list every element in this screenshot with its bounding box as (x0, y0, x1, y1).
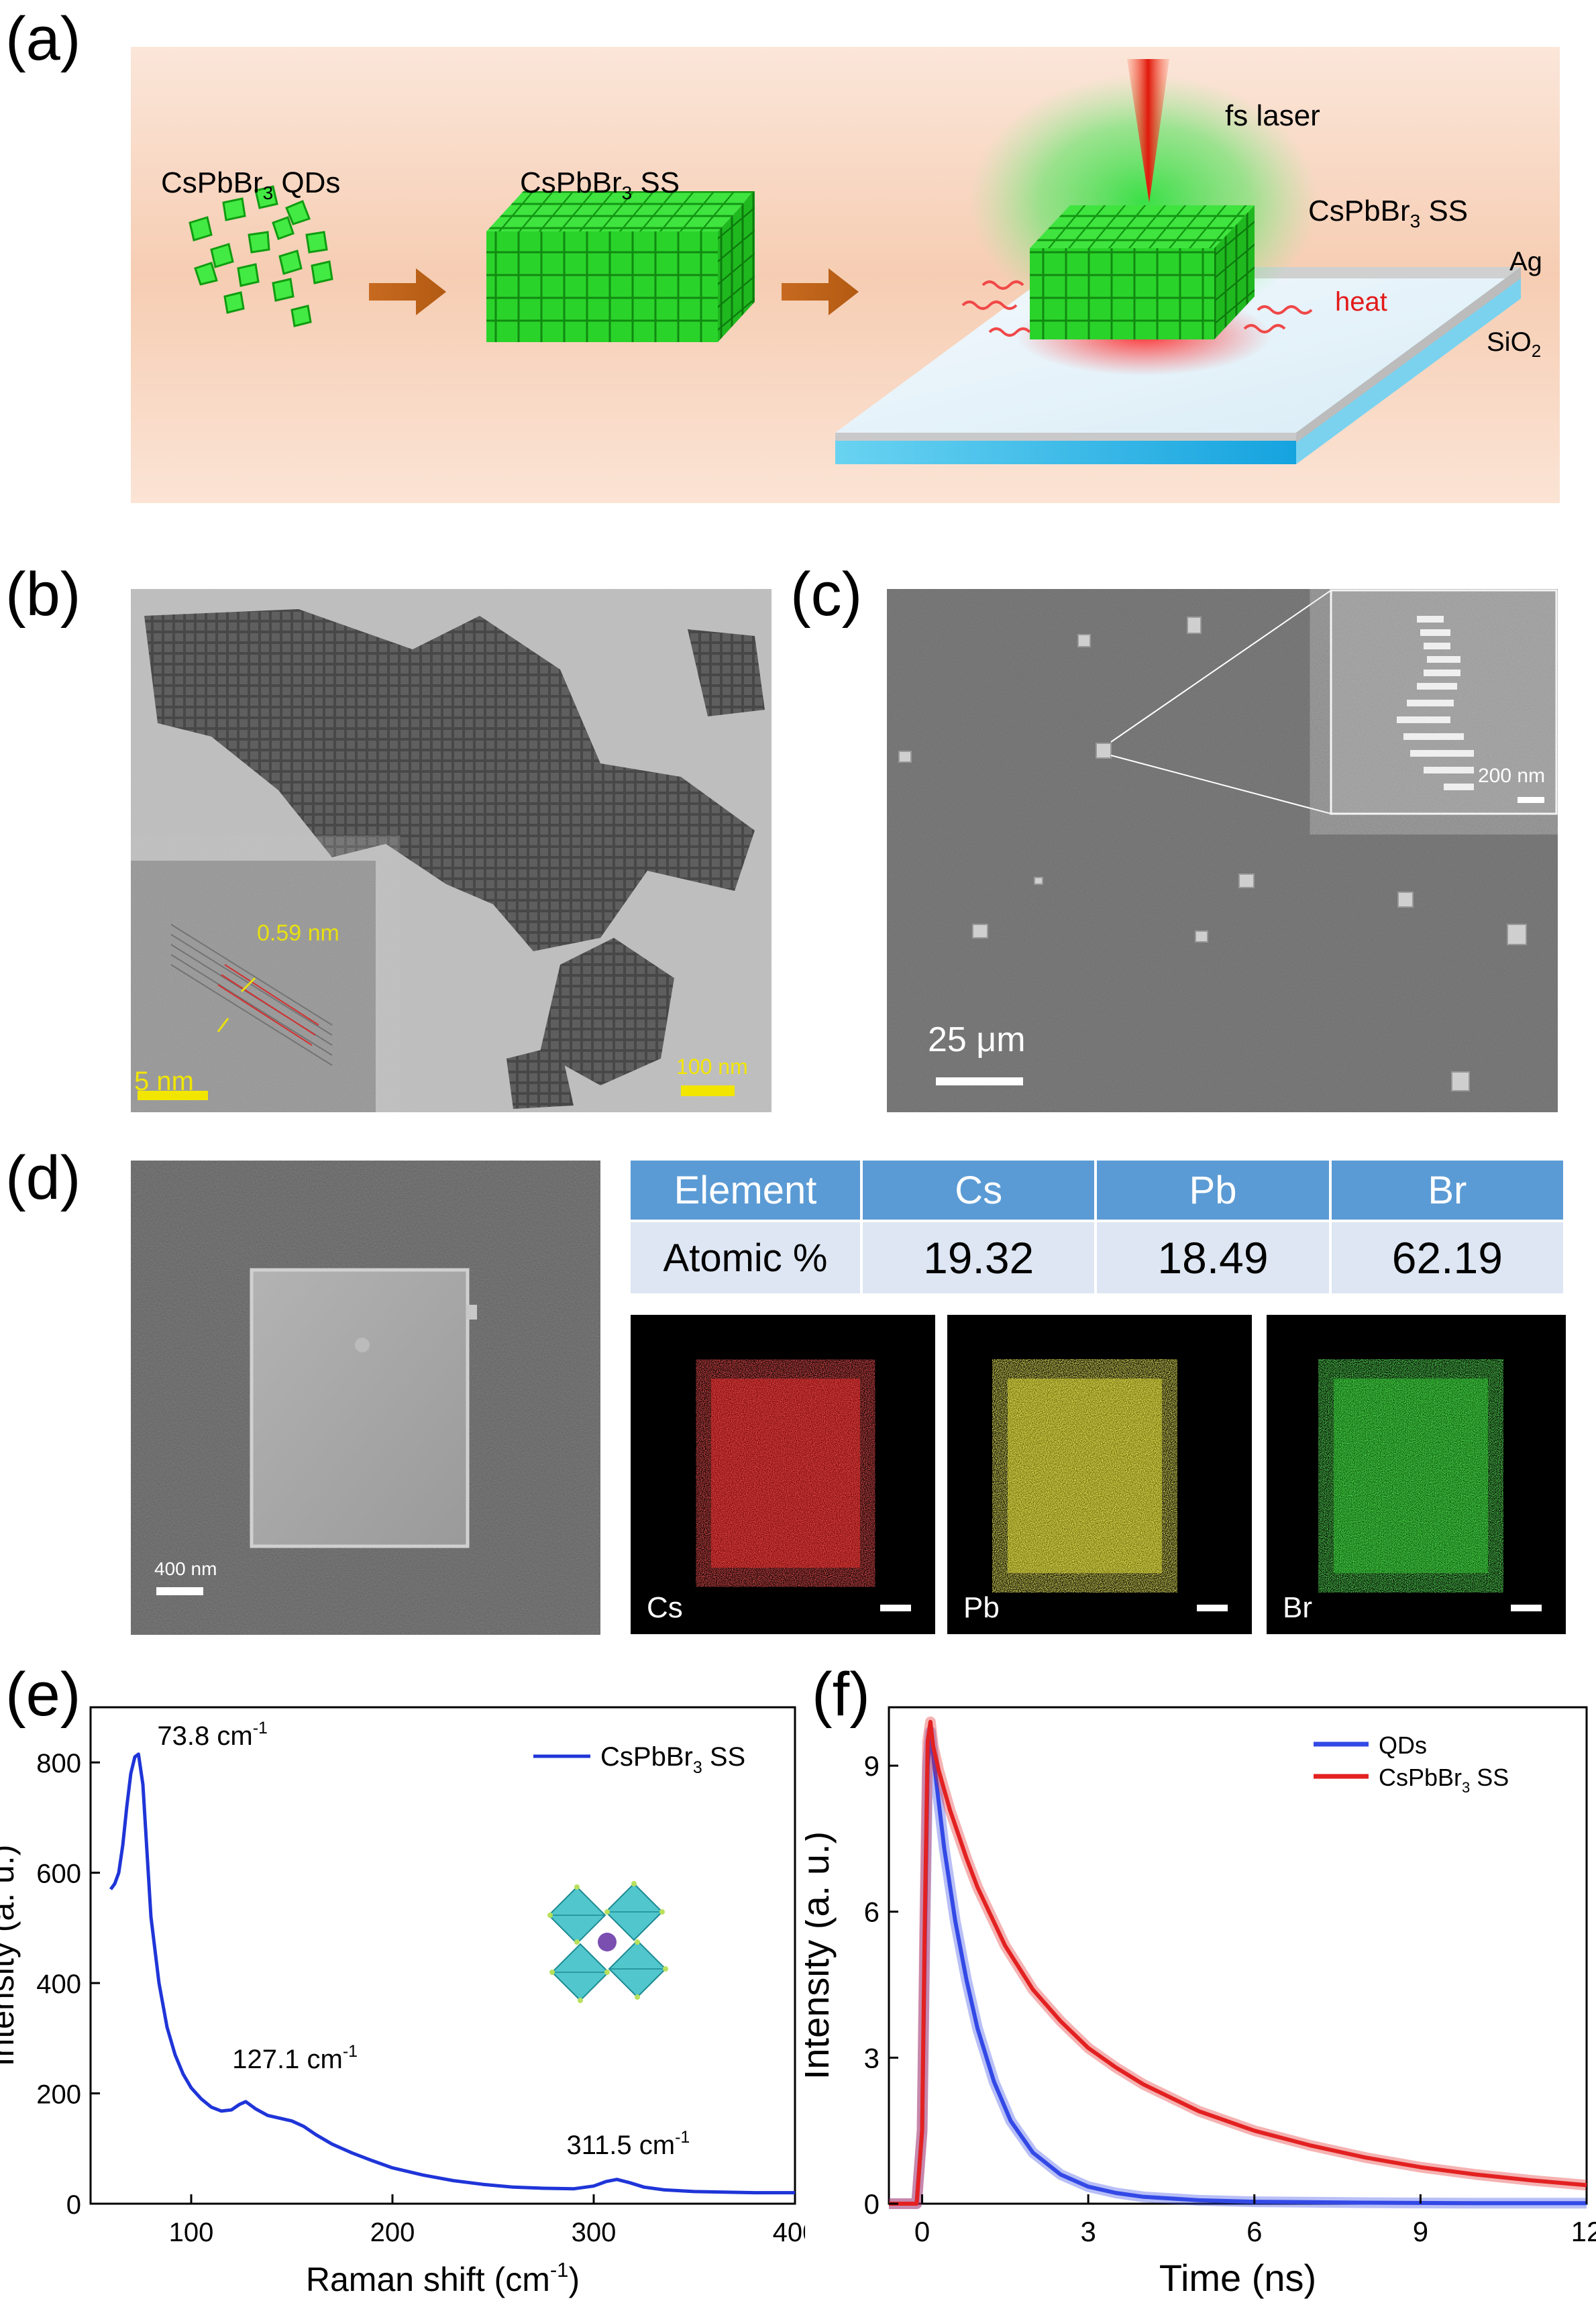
y-tick-label: 6 (864, 1896, 880, 1928)
y-axis-label: Intensity (a. u.) (0, 1845, 21, 2067)
peak-annotation: 127.1 cm-1 (232, 2042, 358, 2074)
laser-beam (1127, 59, 1169, 203)
edx-map-cs: Cs (631, 1315, 935, 1634)
heat-caption: heat (1335, 287, 1387, 317)
scale-bar (1511, 1605, 1542, 1611)
x-axis-label: Time (ns) (1159, 2257, 1316, 2299)
edx-map-br: Br (1267, 1315, 1566, 1634)
series-band (889, 1716, 1587, 2209)
panel-a-schematic (131, 47, 1560, 503)
edx-map-label: Br (1283, 1591, 1312, 1624)
lattice-spacing: 0.59 nm (257, 920, 339, 946)
raman-chart: 100 200 300 400 0 200 400 600 800 Raman shift (cm… (0, 1706, 805, 2298)
edx-cell: 18.49 (1097, 1222, 1329, 1293)
plot-frame (888, 1706, 1588, 2205)
tem-main-scale: 100 nm (676, 1055, 748, 1079)
peak-annotation: 73.8 cm-1 (157, 1719, 268, 1751)
x-tick-label: 0 (914, 2216, 930, 2247)
panel-f-label: (f) (812, 1660, 870, 1729)
edx-cell: Atomic % (631, 1222, 860, 1293)
tem-image (131, 589, 772, 1112)
qds-caption: CsPbBr3 QDs (161, 166, 341, 203)
y-tick-label: 200 (36, 2080, 81, 2110)
edx-cell: 19.32 (863, 1222, 1095, 1293)
ag-caption: Ag (1509, 247, 1542, 276)
x-tick-label: 100 (169, 2218, 214, 2247)
edx-header-cell: Br (1331, 1161, 1563, 1220)
y-tick-label: 3 (864, 2042, 880, 2074)
sem-overview-image (887, 589, 1558, 1112)
y-tick-label: 0 (66, 2190, 81, 2220)
quantum-dots-illustration (189, 185, 333, 327)
x-tick-label: 400 (773, 2218, 805, 2247)
tem-inset-scale: 5 nm (134, 1067, 194, 1096)
ss-on-substrate-caption: CsPbBr3 SS (1308, 195, 1469, 231)
y-tick-label: 0 (864, 2188, 880, 2220)
series-line (889, 1719, 1587, 2206)
x-tick-label: 6 (1246, 2216, 1262, 2247)
panel-d-label: (d) (5, 1144, 81, 1212)
y-tick-label: 400 (36, 1970, 81, 1999)
panel-e-label: (e) (5, 1660, 81, 1729)
edx-table: Element Cs Pb Br Atomic % 19.32 18.49 62… (628, 1158, 1566, 1296)
edx-table-row: Atomic % 19.32 18.49 62.19 (631, 1222, 1563, 1293)
series-band (889, 1726, 1587, 2209)
y-tick-label: 9 (864, 1750, 880, 1782)
panel-b-label: (b) (5, 560, 81, 629)
legend-label: CsPbBr3 SS (1379, 1764, 1509, 1796)
ss-caption: CsPbBr3 SS (520, 166, 680, 203)
heat-waves (961, 280, 1313, 337)
series-line (109, 1752, 795, 2195)
y-axis-label: Intensity (a. u.) (805, 1831, 837, 2080)
scale-bar (1197, 1605, 1228, 1611)
panel-a-label: (a) (5, 5, 81, 73)
edx-table-header: Element Cs Pb Br (631, 1161, 1563, 1220)
sem-single-crystal-image (131, 1161, 600, 1635)
edx-header-cell: Element (631, 1161, 860, 1220)
legend-label: QDs (1379, 1731, 1427, 1759)
arrow-2 (782, 268, 859, 315)
sem-inset-scale: 200 nm (1478, 765, 1546, 787)
pl-decay-chart: 0 3 6 9 12 0 3 6 9 Time (ns) Intensity (a. u.) QDs C… (805, 1706, 1596, 2299)
sem-single-scale: 400 nm (154, 1558, 217, 1579)
series-line (889, 1729, 1587, 2206)
edx-header-cell: Cs (863, 1161, 1095, 1220)
peak-annotation: 311.5 cm-1 (567, 2128, 690, 2160)
plot-frame (89, 1706, 796, 2205)
edx-map-label: Pb (963, 1591, 1000, 1624)
scale-bar (880, 1605, 911, 1611)
x-tick-label: 3 (1080, 2216, 1096, 2247)
superstructure-cube-2 (1030, 205, 1255, 339)
edx-header-cell: Pb (1097, 1161, 1329, 1220)
x-tick-label: 12 (1571, 2216, 1596, 2247)
edx-map-pb: Pb (947, 1315, 1252, 1634)
y-tick-label: 800 (36, 1749, 81, 1778)
x-tick-label: 9 (1413, 2216, 1428, 2247)
y-tick-label: 600 (36, 1860, 81, 1889)
panel-c-label: (c) (790, 560, 863, 629)
x-tick-label: 200 (370, 2218, 415, 2247)
superstructure-cube-1 (486, 191, 755, 342)
x-axis-label: Raman shift (cm-1) (306, 2258, 580, 2298)
sio2-caption: SiO2 (1487, 327, 1542, 361)
legend-label: CsPbBr3 SS (600, 1742, 745, 1777)
schematic-illustration (131, 47, 1560, 503)
edx-map-label: Cs (647, 1591, 683, 1624)
arrow-1 (369, 268, 446, 315)
laser-caption: fs laser (1225, 99, 1320, 132)
perovskite-structure-icon (547, 1881, 668, 2003)
edx-cell: 62.19 (1331, 1222, 1563, 1293)
sem-main-scale: 25 μm (928, 1020, 1026, 1059)
x-tick-label: 300 (572, 2218, 617, 2247)
